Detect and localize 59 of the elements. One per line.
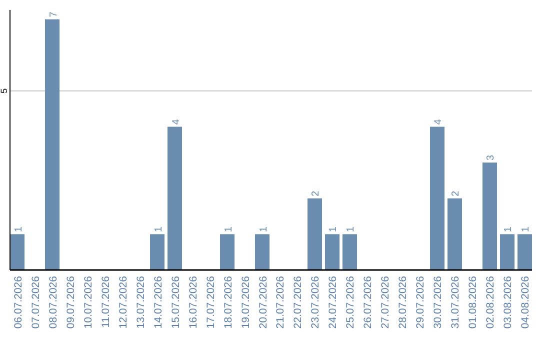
- data-label: 1: [13, 226, 24, 232]
- data-label: 3: [486, 154, 497, 161]
- x-tick-label: 16.07.2026: [187, 276, 200, 329]
- x-tick-label: 01.08.2026: [467, 276, 480, 329]
- data-label: 1: [520, 226, 532, 232]
- x-tick-label: 31.07.2026: [450, 276, 462, 329]
- x-tick-label: 20.07.2026: [257, 276, 270, 329]
- x-tick-label: 04.08.2026: [520, 276, 532, 329]
- x-tick-label: 09.07.2026: [64, 276, 77, 329]
- x-tick-label: 26.07.2026: [362, 276, 374, 329]
- x-tick-label: 21.07.2026: [274, 276, 287, 329]
- x-tick-label: 02.08.2026: [484, 276, 497, 329]
- bar: [45, 19, 60, 270]
- data-label: 1: [328, 226, 340, 232]
- data-label: 1: [503, 226, 514, 232]
- data-label: 1: [153, 226, 164, 232]
- x-tick-label: 19.07.2026: [240, 276, 252, 329]
- x-tick-label: 27.07.2026: [380, 276, 392, 329]
- bar: [430, 126, 445, 270]
- y-tick-label: 5: [0, 88, 9, 94]
- x-tick-label: 06.07.2026: [12, 276, 24, 329]
- bar: [150, 234, 165, 270]
- x-tick-label: 07.07.2026: [30, 276, 42, 329]
- x-tick-label: 15.07.2026: [170, 276, 182, 329]
- x-tick-label: 28.07.2026: [397, 276, 410, 329]
- bar: [10, 234, 25, 270]
- x-tick-label: 22.07.2026: [292, 276, 304, 329]
- data-label: 2: [450, 190, 462, 196]
- x-tick-label: 25.07.2026: [344, 276, 357, 329]
- bar: [167, 126, 182, 270]
- data-label: 4: [433, 118, 444, 125]
- bar: [342, 234, 358, 270]
- bar: [447, 198, 462, 270]
- bar: [254, 234, 270, 270]
- x-tick-label: 17.07.2026: [204, 276, 217, 329]
- x-tick-label: 14.07.2026: [152, 276, 164, 329]
- data-label: 7: [48, 11, 60, 18]
- x-tick-label: 08.07.2026: [47, 276, 60, 329]
- bar: [500, 234, 514, 270]
- data-label: 2: [310, 190, 322, 196]
- x-tick-label: 12.07.2026: [117, 276, 130, 329]
- bar: [324, 234, 340, 270]
- data-label: 1: [223, 226, 234, 232]
- x-tick-label: 18.07.2026: [222, 276, 234, 329]
- bar: [482, 162, 497, 270]
- data-label: 1: [258, 226, 270, 232]
- x-tick-label: 29.07.2026: [414, 276, 427, 329]
- x-tick-label: 23.07.2026: [310, 276, 322, 329]
- bar: [307, 198, 322, 270]
- x-tick-label: 10.07.2026: [82, 276, 94, 329]
- data-label: 1: [346, 226, 357, 232]
- bar: [220, 234, 235, 270]
- x-tick-label: 03.08.2026: [502, 276, 514, 329]
- x-tick-label: 11.07.2026: [100, 276, 112, 328]
- x-tick-label: 30.07.2026: [432, 276, 444, 329]
- data-label: 4: [170, 118, 182, 125]
- x-tick-label: 13.07.2026: [134, 276, 147, 329]
- x-tick-label: 24.07.2026: [327, 276, 340, 329]
- bar: [517, 234, 532, 270]
